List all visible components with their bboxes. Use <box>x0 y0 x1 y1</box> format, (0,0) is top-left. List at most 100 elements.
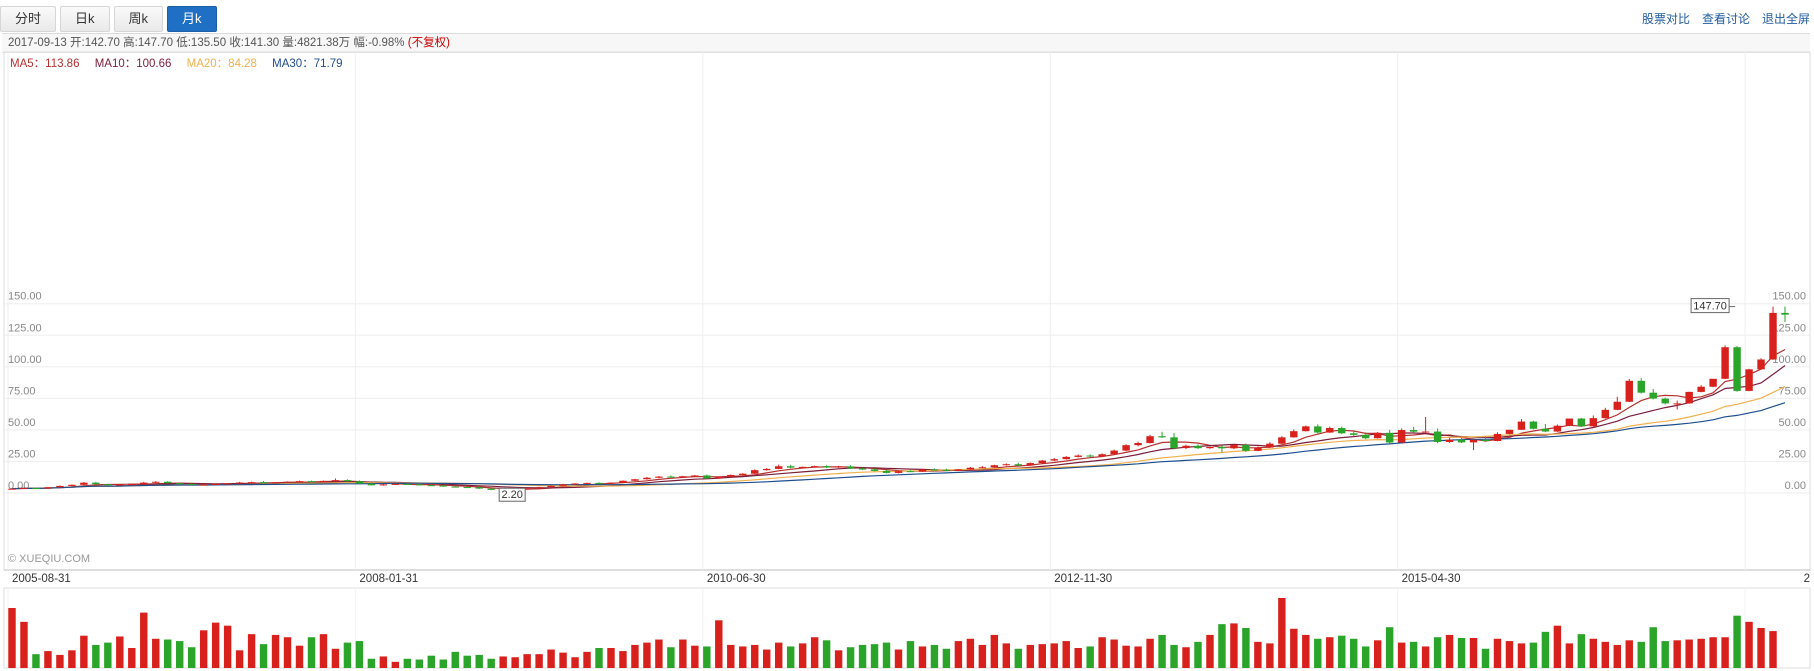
candle-body <box>1278 437 1286 444</box>
volume-bar <box>751 644 759 668</box>
candle-body <box>966 467 975 470</box>
candle-body <box>834 466 843 468</box>
volume-bar <box>1230 623 1238 668</box>
min-price-label: 2.20 <box>501 489 522 501</box>
view-discussion-link[interactable]: 查看讨论 <box>1701 12 1750 26</box>
volume-bar <box>511 657 519 668</box>
candle-body <box>415 484 424 486</box>
y-tick-label-right: 0.00 <box>1785 480 1806 492</box>
volume-bar <box>164 639 172 668</box>
ma5-value: 113.86 <box>45 58 80 70</box>
candle-body <box>774 466 783 469</box>
candle-body <box>1350 433 1358 435</box>
candle-body <box>1505 429 1514 434</box>
volume-bar <box>1242 628 1250 668</box>
volume-bar <box>1577 634 1586 668</box>
candle-body <box>786 466 795 468</box>
y-tick-label-left: 125.00 <box>8 322 42 334</box>
candle-body <box>8 488 16 490</box>
tab-weekly-k[interactable]: 周k <box>113 6 164 32</box>
exit-fullscreen-link[interactable]: 退出全屏 <box>1761 12 1810 26</box>
candle-body <box>870 469 879 471</box>
volume-bar <box>1409 641 1418 668</box>
volume-bar <box>463 655 471 668</box>
candle-body <box>1302 426 1310 432</box>
ma20-line <box>11 386 1786 490</box>
volume-bar <box>104 642 112 668</box>
candle-body <box>798 466 807 468</box>
candle-body <box>1230 445 1238 449</box>
volume-bar <box>906 641 915 668</box>
tab-intraday[interactable]: 分时 <box>0 6 57 32</box>
candle-body <box>894 471 903 473</box>
volume-bar <box>870 644 879 668</box>
info-high-label: 高: <box>123 37 138 49</box>
x-tick-label: 2005-08-31 <box>12 573 71 585</box>
volume-bar <box>1038 644 1046 668</box>
x-tick-label: 2015-04-30 <box>1402 573 1461 585</box>
info-volume-label: 量: <box>282 37 298 49</box>
candle-body <box>80 482 88 485</box>
ma30-line <box>11 402 1786 490</box>
volume-bar <box>1290 628 1298 668</box>
candle-body <box>1338 428 1346 434</box>
candle-body <box>116 484 124 486</box>
tab-monthly-k[interactable]: 月k <box>167 6 217 32</box>
volume-bar <box>199 630 208 668</box>
candle-body <box>32 488 40 490</box>
volume-bar <box>930 644 939 668</box>
volume-bar <box>1517 643 1526 668</box>
candle-body <box>715 476 723 479</box>
volume-bar <box>1433 637 1442 668</box>
volume-bar <box>331 648 340 668</box>
candle-body <box>1206 446 1214 449</box>
volume-bar <box>499 656 507 668</box>
ma-legend: MA5：113.86 MA10：100.66 MA20：84.28 MA30：7… <box>10 55 354 71</box>
info-high: 147.70 <box>137 37 174 49</box>
candle-body <box>379 484 388 486</box>
volume-bar <box>451 651 459 668</box>
candle-body <box>307 481 316 483</box>
price-panel-frame <box>3 51 1811 571</box>
volume-bar <box>667 647 675 668</box>
volume-bar <box>1613 644 1621 668</box>
candle-body <box>403 483 412 485</box>
volume-bar <box>1481 648 1490 668</box>
candle-body <box>643 477 651 480</box>
volume-bar <box>942 648 951 668</box>
candle-body <box>1050 459 1058 461</box>
candle-body <box>487 488 495 490</box>
volume-bar <box>774 642 783 668</box>
candle-body <box>1014 464 1023 466</box>
candle-body <box>739 473 747 475</box>
candle-body <box>1218 446 1226 449</box>
candle-body <box>463 487 471 489</box>
candle-body <box>1038 460 1046 464</box>
candle-body <box>343 480 352 482</box>
volume-bar <box>1134 646 1142 668</box>
candle-body <box>1266 443 1274 448</box>
x-tick-label: 2 <box>1804 573 1810 585</box>
volume-bar <box>271 634 280 668</box>
ma30-label: MA30： <box>272 58 314 70</box>
volume-bar <box>798 643 807 668</box>
y-tick-label-right: 25.00 <box>1778 448 1806 460</box>
tab-daily-k[interactable]: 日k <box>60 6 110 32</box>
volume-bar <box>1361 646 1370 668</box>
volume-bar <box>535 654 543 668</box>
volume-bar <box>1745 621 1753 668</box>
candle-body <box>1709 378 1717 387</box>
volume-bar <box>1302 634 1310 668</box>
volume-bar <box>1721 637 1729 668</box>
compare-stocks-link[interactable]: 股票对比 <box>1641 12 1690 26</box>
candle-body <box>1110 450 1118 455</box>
volume-bar <box>607 648 615 668</box>
y-tick-label-right: 125.00 <box>1772 322 1806 334</box>
volume-bar <box>116 636 124 668</box>
volume-bar <box>1589 638 1598 668</box>
volume-bar <box>1685 639 1693 668</box>
candle-body <box>1493 433 1502 442</box>
volume-bar <box>739 646 747 668</box>
candle-body <box>1254 447 1262 451</box>
